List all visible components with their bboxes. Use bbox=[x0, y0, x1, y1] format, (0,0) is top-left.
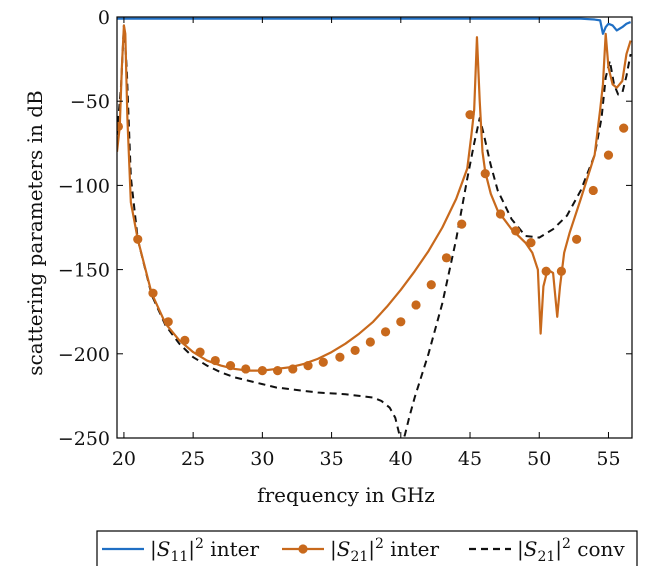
data-point--s21-2-inter bbox=[619, 123, 629, 133]
data-point--s21-2-inter bbox=[480, 169, 490, 179]
x-tick-label: 20 bbox=[112, 448, 136, 470]
data-point--s21-2-inter bbox=[411, 300, 421, 310]
data-point--s21-2-inter bbox=[441, 253, 452, 263]
data-point--s21-2-inter bbox=[241, 364, 251, 374]
legend-label--s21-2-inter: |S21|2 inter bbox=[330, 536, 439, 565]
y-tick-label: −150 bbox=[58, 260, 110, 282]
data-point--s21-2-inter bbox=[335, 352, 345, 362]
data-point--s21-2-inter bbox=[180, 335, 190, 345]
data-point--s21-2-inter bbox=[303, 360, 313, 371]
data-point--s21-2-inter bbox=[350, 345, 360, 356]
x-tick-label: 50 bbox=[527, 448, 551, 470]
legend-box bbox=[96, 530, 638, 566]
data-point--s21-2-inter bbox=[318, 357, 328, 367]
series-line--s21-2-conv bbox=[117, 24, 632, 438]
y-tick-label: 0 bbox=[98, 7, 110, 29]
x-axis-label: frequency in GHz bbox=[257, 483, 435, 507]
data-point--s21-2-inter bbox=[210, 355, 220, 366]
data-point--s21-2-inter bbox=[117, 121, 123, 132]
x-tick-label: 40 bbox=[389, 448, 413, 470]
x-tick-label: 30 bbox=[250, 448, 274, 470]
data-point--s21-2-inter bbox=[225, 360, 236, 371]
y-axis-label: scattering parameters in dB bbox=[23, 90, 47, 376]
data-point--s21-2-inter bbox=[272, 366, 283, 376]
data-point--s21-2-inter bbox=[495, 209, 506, 219]
data-point--s21-2-inter bbox=[572, 234, 582, 244]
data-point--s21-2-inter bbox=[603, 150, 614, 160]
data-point--s21-2-inter bbox=[365, 337, 375, 347]
data-point--s21-2-inter bbox=[457, 219, 467, 229]
plot-frame bbox=[116, 16, 633, 439]
x-tick-label: 35 bbox=[319, 448, 343, 470]
x-tick-label: 55 bbox=[596, 448, 620, 470]
data-point--s21-2-inter bbox=[163, 317, 173, 327]
data-point--s21-2-inter bbox=[380, 327, 391, 337]
data-point--s21-2-inter bbox=[195, 347, 205, 357]
legend-marker--s21-2-inter bbox=[298, 544, 308, 554]
legend-label--s11-2-inter: |S11|2 inter bbox=[150, 536, 259, 565]
data-point--s21-2-inter bbox=[588, 185, 598, 196]
x-tick-label: 45 bbox=[458, 448, 482, 470]
data-point--s21-2-inter bbox=[511, 226, 521, 236]
data-point--s21-2-inter bbox=[133, 234, 143, 244]
data-point--s21-2-inter bbox=[257, 366, 267, 376]
legend-label--s21-2-conv: |S21|2 conv bbox=[517, 536, 625, 565]
data-point--s21-2-inter bbox=[148, 288, 158, 298]
x-tick-label: 25 bbox=[181, 448, 205, 470]
data-point--s21-2-inter bbox=[541, 266, 551, 276]
legend: |S11|2 inter |S21|2 inter |S21|2 conv bbox=[96, 530, 638, 566]
data-point--s21-2-inter bbox=[556, 266, 567, 276]
y-tick-label: −50 bbox=[70, 91, 110, 113]
y-tick-label: −250 bbox=[58, 428, 110, 450]
data-point--s21-2-inter bbox=[426, 280, 436, 290]
data-point--s21-2-inter bbox=[288, 364, 298, 374]
y-tick-label: −100 bbox=[58, 175, 110, 197]
data-point--s21-2-inter bbox=[396, 317, 406, 327]
series-layer bbox=[117, 17, 632, 438]
data-point--s21-2-inter bbox=[526, 238, 536, 248]
data-point--s21-2-inter bbox=[465, 110, 475, 120]
axes: 20 25 30 35 40 45 50 55 0 −50 −100 −150 −200 −250 bbox=[58, 7, 633, 470]
y-tick-label: −200 bbox=[58, 344, 110, 366]
series-line--s11-2-inter bbox=[117, 17, 632, 35]
